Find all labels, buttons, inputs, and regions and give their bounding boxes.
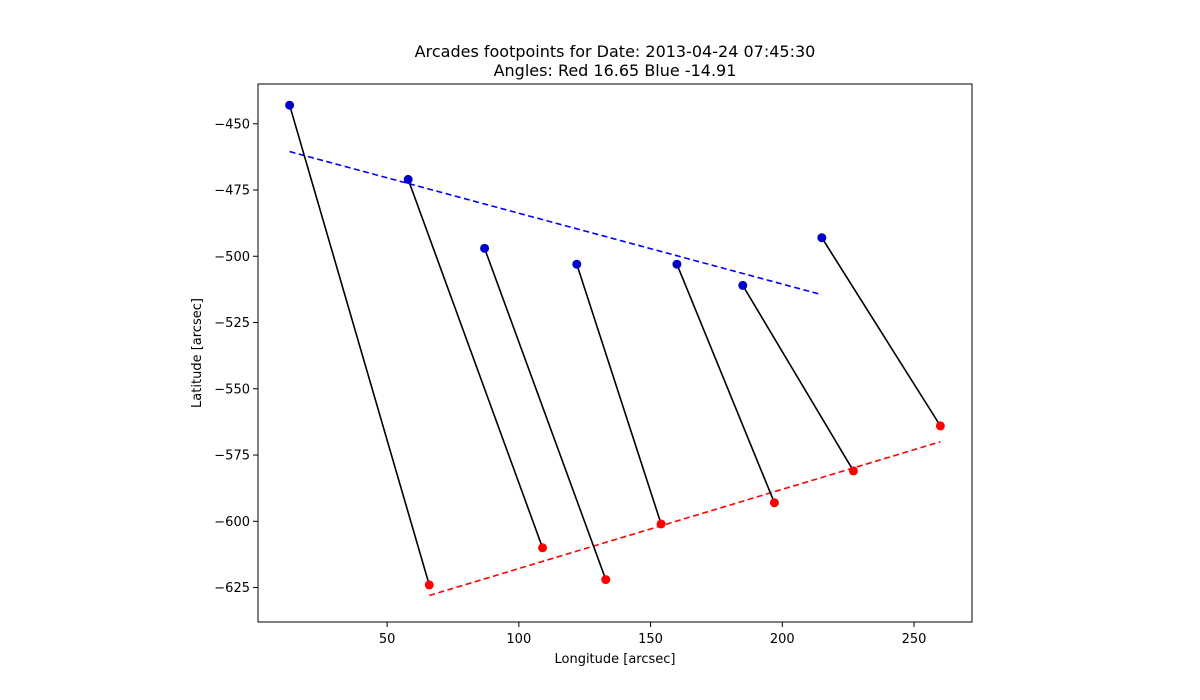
y-tick-label: −550 <box>214 382 250 397</box>
connector-line-2 <box>407 179 544 549</box>
point-blue-5 <box>672 259 682 269</box>
y-tick-label: −500 <box>214 250 250 265</box>
point-blue-4 <box>572 259 582 269</box>
point-red-2 <box>538 543 548 553</box>
chart-title: Arcades footpoints for Date: 2013-04-24 … <box>415 42 816 61</box>
y-tick-label: −475 <box>214 184 250 199</box>
x-tick-label: 50 <box>379 632 396 647</box>
x-axis: 50 100 150 200 250 <box>379 622 927 647</box>
chart-subtitle: Angles: Red 16.65 Blue -14.91 <box>494 61 737 80</box>
axes-frame <box>257 83 973 623</box>
point-red-7 <box>935 421 945 431</box>
y-axis-label: Latitude [arcsec] <box>190 298 205 408</box>
plot-area <box>285 100 945 597</box>
connector-line-7 <box>821 237 942 427</box>
connector-line-1 <box>288 104 431 586</box>
fit-line-blue <box>289 150 823 296</box>
y-tick-label: −450 <box>214 117 250 132</box>
y-tick-label: −525 <box>214 316 250 331</box>
connector-line-4 <box>576 263 662 525</box>
x-tick-label: 200 <box>770 632 795 647</box>
x-tick-label: 150 <box>638 632 663 647</box>
point-blue-7 <box>817 233 827 243</box>
connector-line-6 <box>742 285 855 472</box>
point-red-3 <box>601 575 611 585</box>
y-axis: −450 −475 −500 −525 −550 −575 −600 −625 <box>214 117 258 596</box>
point-blue-2 <box>403 174 413 184</box>
point-blue-1 <box>285 100 295 110</box>
x-tick-label: 100 <box>506 632 531 647</box>
y-tick-label: −575 <box>214 449 250 464</box>
x-tick-label: 250 <box>902 632 927 647</box>
fit-line-red <box>429 441 941 597</box>
connector-line-5 <box>676 263 776 504</box>
x-axis-label: Longitude [arcsec] <box>554 652 675 667</box>
point-red-4 <box>656 519 666 529</box>
point-red-5 <box>769 498 779 508</box>
point-red-6 <box>848 466 858 476</box>
y-tick-label: −600 <box>214 515 250 530</box>
connector-line-3 <box>483 248 607 580</box>
point-red-1 <box>424 580 434 590</box>
point-blue-3 <box>480 243 490 253</box>
y-tick-label: −625 <box>214 581 250 596</box>
point-blue-6 <box>738 280 748 290</box>
